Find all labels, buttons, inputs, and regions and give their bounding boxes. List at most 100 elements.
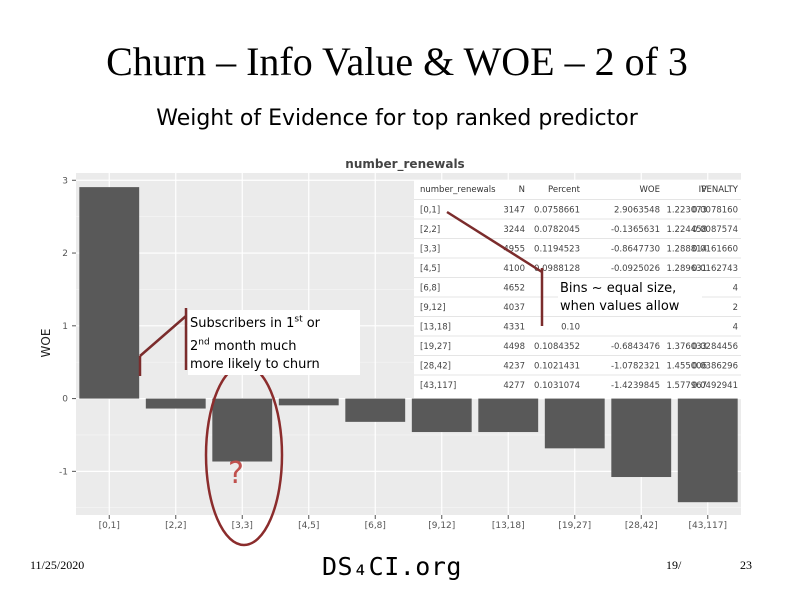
table-cell: 0.0078160 xyxy=(692,206,738,216)
table-cell: 2 xyxy=(733,303,738,313)
y-tick-label: 1 xyxy=(62,322,68,332)
y-tick-label: 2 xyxy=(62,249,68,259)
bar-7 xyxy=(544,398,605,449)
table-cell: 4 xyxy=(733,284,738,294)
footer-brand: DS₄CI.org xyxy=(322,552,462,581)
table-header-cell: N xyxy=(519,185,525,195)
table-cell: 0.0161660 xyxy=(692,245,738,255)
table-cell: 1.288814 xyxy=(666,245,707,255)
y-tick-label: -1 xyxy=(59,467,68,477)
table-cell: -0.1365631 xyxy=(611,225,660,235)
table-cell: 3147 xyxy=(503,206,525,216)
table-cell: [0,1] xyxy=(420,206,440,216)
table-cell: [28,42] xyxy=(420,362,451,372)
table-cell: -0.0925026 xyxy=(611,264,660,274)
table-cell: 0.0492941 xyxy=(692,381,738,391)
table-cell: 4652 xyxy=(503,284,525,294)
x-tick-label: [2,2] xyxy=(165,521,186,531)
table-cell: [3,3] xyxy=(420,245,440,255)
table-header-cell: WOE xyxy=(640,185,660,195)
table-header-cell: IV xyxy=(699,185,708,195)
bar-4 xyxy=(345,398,406,422)
table-cell: 4037 xyxy=(503,303,525,313)
bar-2 xyxy=(212,398,273,462)
table-cell: [2,2] xyxy=(420,225,440,235)
table-cell: 0.1084352 xyxy=(534,342,580,352)
table-cell: 1.224458 xyxy=(666,225,707,235)
x-tick-label: [28,42] xyxy=(625,521,658,531)
question-mark: ? xyxy=(228,456,244,491)
x-tick-label: [13,18] xyxy=(492,521,525,531)
y-tick-label: 0 xyxy=(62,395,68,405)
table-cell: -0.6843476 xyxy=(611,342,660,352)
slide-title: Churn – Info Value & WOE – 2 of 3 xyxy=(106,39,688,84)
x-tick-label: [9,12] xyxy=(428,521,455,531)
table-cell: 0.0087574 xyxy=(692,225,738,235)
table-cell: -0.8647730 xyxy=(611,245,660,255)
table-cell: 0.0386296 xyxy=(692,362,738,372)
table-cell: [43,117] xyxy=(420,381,456,391)
table-cell: 0.1021431 xyxy=(534,362,580,372)
table-cell: 0.0284456 xyxy=(692,342,738,352)
table-cell: 4331 xyxy=(503,323,525,333)
table-cell: [4,5] xyxy=(420,264,440,274)
x-tick-label: [3,3] xyxy=(232,521,253,531)
table-cell: 2.9063548 xyxy=(614,206,660,216)
annotation-left-line1: Subscribers in 1st or xyxy=(190,315,321,332)
table-cell: 0.10 xyxy=(561,323,580,333)
x-tick-label: [4,5] xyxy=(298,521,319,531)
table-cell: 4277 xyxy=(503,381,525,391)
table-cell: 4498 xyxy=(503,342,525,352)
table-cell: 1.577967 xyxy=(666,381,707,391)
table-cell: 4237 xyxy=(503,362,525,372)
table-cell: 0.0782045 xyxy=(534,225,580,235)
table-cell: 1.223073 xyxy=(666,206,707,216)
bar-3 xyxy=(278,398,339,406)
bar-9 xyxy=(677,398,738,503)
footer-page-number: 19/ xyxy=(666,558,682,572)
table-cell: 0.0758661 xyxy=(534,206,580,216)
table-cell: [13,18] xyxy=(420,323,451,333)
table-header-cell: number_renewals xyxy=(420,185,496,195)
table-cell: 0.0162743 xyxy=(692,264,738,274)
table-cell: 1.289631 xyxy=(666,264,707,274)
table-cell: 0.1031074 xyxy=(534,381,580,391)
table-cell: -1.0782321 xyxy=(611,362,660,372)
table-cell: 3244 xyxy=(503,225,525,235)
table-cell: [9,12] xyxy=(420,303,446,313)
table-cell: -1.4239845 xyxy=(611,381,660,391)
bar-8 xyxy=(611,398,672,478)
table-header-cell: PENALTY xyxy=(701,185,738,195)
annotation-left-line2: 2nd month much xyxy=(190,337,297,354)
bar-1 xyxy=(145,398,206,409)
annotation-arrow-line xyxy=(446,210,543,274)
table-cell: 4 xyxy=(733,323,738,333)
x-tick-label: [43,117] xyxy=(688,521,727,531)
table-cell: [19,27] xyxy=(420,342,451,352)
table-cell: 0.0988128 xyxy=(534,264,580,274)
bar-0 xyxy=(79,187,140,399)
annotation-right-line2: when values allow xyxy=(560,299,680,314)
table-header-cell: Percent xyxy=(548,185,581,195)
chart-title: number_renewals xyxy=(345,157,464,172)
annotation-bins: Bins ~ equal size, when values allow xyxy=(558,280,702,316)
y-axis-label: WOE xyxy=(39,329,53,358)
x-tick-label: [19,27] xyxy=(558,521,591,531)
x-tick-label: [6,8] xyxy=(365,521,386,531)
table-cell: [6,8] xyxy=(420,284,440,294)
annotation-left-line3: more likely to churn xyxy=(190,356,320,372)
footer-date: 11/25/2020 xyxy=(30,558,85,572)
bar-5 xyxy=(411,398,472,433)
table-cell: 0.1194523 xyxy=(534,245,580,255)
footer-total-pages: 23 xyxy=(740,558,752,572)
table-cell: 1.376033 xyxy=(666,342,707,352)
annotation-early-months: Subscribers in 1st or 2nd month much mor… xyxy=(188,310,360,375)
x-tick-label: [0,1] xyxy=(99,521,120,531)
table-cell: 4955 xyxy=(503,245,525,255)
slide-subtitle: Weight of Evidence for top ranked predic… xyxy=(156,106,638,131)
annotation-right-line1: Bins ~ equal size, xyxy=(560,281,677,296)
y-tick-label: 3 xyxy=(62,176,68,186)
bar-6 xyxy=(478,398,539,433)
table-cell: 1.455006 xyxy=(666,362,707,372)
